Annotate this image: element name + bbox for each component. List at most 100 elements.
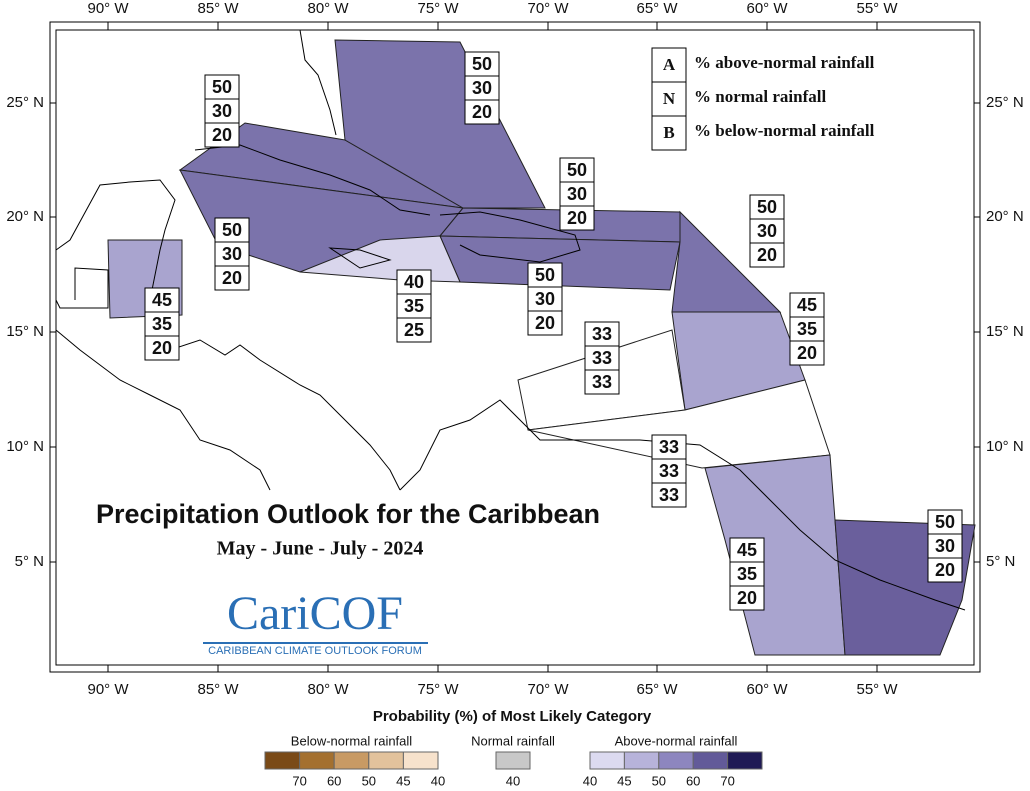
latitude-label: 10° N [986, 438, 1024, 455]
legend-tick-label: 40 [583, 773, 597, 788]
key-text: % above-normal rainfall [694, 53, 875, 72]
legend-tick-label: 40 [506, 773, 520, 788]
probability-label: 20 [797, 343, 817, 363]
probability-label: 20 [535, 313, 555, 333]
legend-swatch [589, 751, 625, 770]
label-box [651, 434, 687, 460]
latitude-label: 20° N [986, 208, 1024, 225]
probability-label: 20 [757, 245, 777, 265]
south-america-coast [55, 329, 966, 611]
longitude-label: 60° W [746, 0, 788, 17]
probability-label: 30 [472, 78, 492, 98]
probability-label: 30 [212, 101, 232, 121]
key-box [651, 115, 687, 151]
probability-label: 45 [797, 295, 817, 315]
label-box [527, 286, 563, 312]
coastlines [55, 29, 966, 611]
probability-label: 35 [152, 314, 172, 334]
legend-title: Probability (%) of Most Likely Category [373, 708, 652, 725]
latitude-label: 25° N [6, 94, 44, 111]
label-box [144, 311, 180, 337]
key-box [651, 81, 687, 117]
latitude-label: 15° N [6, 323, 44, 340]
latitude-label: 10° N [6, 438, 44, 455]
probability-label: 50 [757, 197, 777, 217]
probability-label: 20 [222, 268, 242, 288]
probability-label: 33 [592, 372, 612, 392]
label-box [559, 157, 595, 183]
probability-label: 50 [222, 220, 242, 240]
label-box [749, 194, 785, 220]
legend-tick-label: 60 [327, 773, 341, 788]
legend-swatch [692, 751, 729, 770]
probability-label: 30 [222, 244, 242, 264]
longitude-label: 80° W [307, 681, 349, 698]
legend-group-name: Above-normal rainfall [615, 733, 738, 748]
probability-label: 50 [535, 265, 555, 285]
key-text: % below-normal rainfall [694, 121, 875, 140]
legend-swatch [368, 751, 404, 770]
logo-name: CariCOF [227, 587, 403, 640]
probability-label: 30 [535, 289, 555, 309]
label-box [729, 585, 765, 611]
key-letter: A [663, 55, 676, 74]
legend-tick-label: 70 [292, 773, 306, 788]
legend-swatch [495, 751, 531, 770]
latitude-label: 20° N [6, 208, 44, 225]
probability-label: 35 [404, 296, 424, 316]
label-box [789, 292, 825, 318]
probability-label: 33 [592, 348, 612, 368]
probability-label: 33 [659, 437, 679, 457]
legend-tick-label: 50 [362, 773, 376, 788]
legend-tick-label: 45 [617, 773, 631, 788]
probability-label: 33 [659, 461, 679, 481]
label-box [144, 335, 180, 361]
probability-label: 20 [152, 338, 172, 358]
label-box [204, 122, 240, 148]
legend-swatch [658, 751, 694, 770]
key-letter: B [663, 123, 674, 142]
legend-tick-label: 45 [396, 773, 410, 788]
probability-label: 33 [659, 485, 679, 505]
latitude-label: 5° N [15, 553, 44, 570]
probability-label: 45 [152, 290, 172, 310]
legend-swatch [264, 751, 301, 770]
probability-label: 20 [472, 102, 492, 122]
probability-label: 33 [592, 324, 612, 344]
probability-label: 20 [935, 560, 955, 580]
longitude-label: 85° W [197, 0, 239, 17]
longitude-label: 80° W [307, 0, 349, 17]
probability-label: 45 [737, 540, 757, 560]
outer-frame [49, 21, 981, 673]
key: A % above-normal rainfall N % normal rainfa… [651, 47, 875, 151]
probability-label: 50 [567, 160, 587, 180]
label-box [584, 321, 620, 347]
probability-label: 20 [212, 125, 232, 145]
region [334, 39, 546, 209]
label-box [464, 51, 500, 77]
latitude-label: 15° N [986, 323, 1024, 340]
label-box [789, 340, 825, 366]
longitude-label: 75° W [417, 681, 459, 698]
florida-coast [299, 29, 337, 136]
key-letter: N [663, 89, 676, 108]
legend-swatch [623, 751, 660, 770]
label-box [144, 287, 180, 313]
probability-label: 50 [212, 77, 232, 97]
legend-swatch [299, 751, 335, 770]
longitude-label: 55° W [856, 0, 898, 17]
label-box [527, 310, 563, 336]
probability-label: 25 [404, 320, 424, 340]
label-box [927, 533, 963, 559]
latitude-label: 5° N [986, 553, 1015, 570]
longitude-label: 90° W [87, 681, 129, 698]
probability-label: 40 [404, 272, 424, 292]
title: Precipitation Outlook for the Caribbean [96, 499, 600, 529]
legend-tick-label: 50 [652, 773, 666, 788]
probability-label: 30 [935, 536, 955, 556]
longitude-label: 55° W [856, 681, 898, 698]
legend-tick-label: 60 [686, 773, 700, 788]
legend-group-name: Normal rainfall [471, 733, 555, 748]
probability-label: 20 [737, 588, 757, 608]
